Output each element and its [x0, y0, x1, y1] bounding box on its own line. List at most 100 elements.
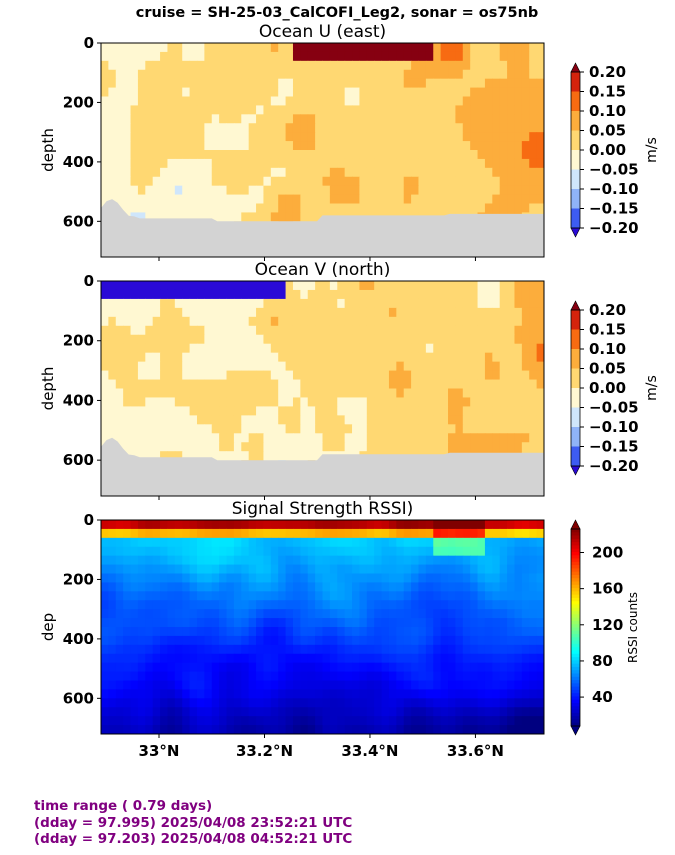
heatmap-cell — [455, 60, 464, 71]
heatmap-cell — [270, 43, 279, 53]
heatmap-cell — [359, 591, 368, 601]
heatmap-cell — [477, 388, 486, 398]
heatmap-cell — [211, 635, 220, 646]
heatmap-cell — [470, 307, 479, 318]
heatmap-cell — [211, 298, 220, 309]
heatmap-cell — [130, 564, 139, 574]
heatmap-cell — [123, 176, 132, 187]
heatmap-cell — [462, 176, 471, 187]
heatmap-cell — [307, 644, 316, 655]
heatmap-cell — [403, 573, 412, 583]
heatmap-cell — [359, 78, 368, 89]
heatmap-cell — [484, 132, 493, 142]
heatmap-cell — [270, 635, 279, 646]
heatmap-cell — [403, 707, 412, 717]
heatmap-cell — [248, 352, 257, 363]
heatmap-cell — [256, 51, 264, 62]
heatmap-cell — [160, 707, 168, 717]
heatmap-cell — [115, 87, 124, 97]
heatmap-cell — [101, 343, 109, 354]
heatmap-cell — [123, 325, 132, 336]
heatmap-cell — [196, 203, 205, 213]
heatmap-cell — [167, 725, 176, 735]
heatmap-cell — [344, 644, 353, 655]
heatmap-cell — [396, 167, 405, 178]
heatmap-cell — [315, 451, 323, 461]
heatmap-cell — [477, 105, 486, 115]
heatmap-cell — [337, 203, 346, 213]
heatmap-cell — [130, 406, 139, 416]
heatmap-cell — [256, 281, 264, 291]
heatmap-cell — [492, 415, 501, 425]
heatmap-cell — [285, 316, 294, 327]
heatmap-cell — [263, 212, 272, 222]
heatmap-cell — [462, 397, 471, 407]
heatmap-cell — [322, 707, 331, 717]
heatmap-cell — [455, 671, 464, 681]
heatmap-cell — [219, 141, 228, 151]
heatmap-cell — [292, 158, 301, 169]
heatmap-cell — [477, 60, 486, 71]
heatmap-cell — [359, 158, 368, 169]
colorbar-ocean-v: 0.200.150.100.050.00−0.05−0.10−0.15−0.20… — [570, 300, 660, 476]
heatmap-cell — [418, 627, 427, 637]
heatmap-cell — [366, 582, 375, 592]
heatmap-cell — [292, 105, 301, 115]
heatmap-cell — [499, 289, 508, 300]
heatmap-cell — [292, 69, 301, 80]
heatmap-cell — [101, 307, 109, 318]
heatmap-cell — [396, 680, 405, 690]
heatmap-cell — [219, 564, 228, 574]
heatmap-cell — [278, 451, 287, 461]
heatmap-cell — [115, 334, 124, 345]
heatmap-cell — [189, 78, 198, 89]
heatmap-cell — [352, 698, 360, 708]
heatmap-cell — [123, 609, 132, 619]
heatmap-cell — [396, 591, 405, 601]
heatmap-cell — [411, 158, 419, 169]
heatmap-cell — [233, 451, 242, 461]
heatmap-cell — [521, 370, 530, 381]
heatmap-cell — [182, 716, 191, 726]
heatmap-cell — [455, 158, 464, 169]
heatmap-cell — [322, 43, 331, 53]
heatmap-cell — [285, 123, 294, 133]
heatmap-cell — [123, 520, 132, 530]
heatmap-cell — [219, 415, 228, 425]
heatmap-cell — [233, 698, 242, 708]
heatmap-cell — [270, 653, 279, 664]
heatmap-cell — [381, 725, 390, 735]
heatmap-cell — [233, 424, 242, 434]
heatmap-cell — [101, 334, 109, 345]
heatmap-cell — [521, 573, 530, 583]
heatmap-cell — [292, 379, 301, 389]
heatmap-cell — [270, 325, 279, 336]
heatmap-cell — [137, 158, 146, 169]
heatmap-cell — [167, 573, 176, 583]
heatmap-cell — [123, 343, 132, 354]
heatmap-cell — [248, 406, 257, 416]
heatmap-cell — [529, 123, 538, 133]
heatmap-cell — [352, 298, 360, 309]
heatmap-cell — [418, 43, 427, 53]
heatmap-cell — [381, 87, 390, 97]
heatmap-cell — [499, 442, 508, 452]
heatmap-cell — [418, 415, 427, 425]
heatmap-cell — [425, 520, 434, 530]
heatmap-cell — [403, 150, 412, 160]
heatmap-cell — [285, 96, 294, 106]
heatmap-cell — [403, 433, 412, 443]
heatmap-cell — [411, 609, 419, 619]
heatmap-cell — [462, 618, 471, 628]
heatmap-cell — [411, 415, 419, 425]
heatmap-cell — [366, 415, 375, 425]
heatmap-cell — [152, 352, 161, 363]
heatmap-cell — [484, 141, 493, 151]
heatmap-cell — [204, 397, 213, 407]
heatmap-cell — [381, 433, 390, 443]
heatmap-cell — [536, 433, 545, 443]
heatmap-cell — [108, 680, 117, 690]
heatmap-cell — [285, 415, 294, 425]
heatmap-cell — [263, 451, 272, 461]
